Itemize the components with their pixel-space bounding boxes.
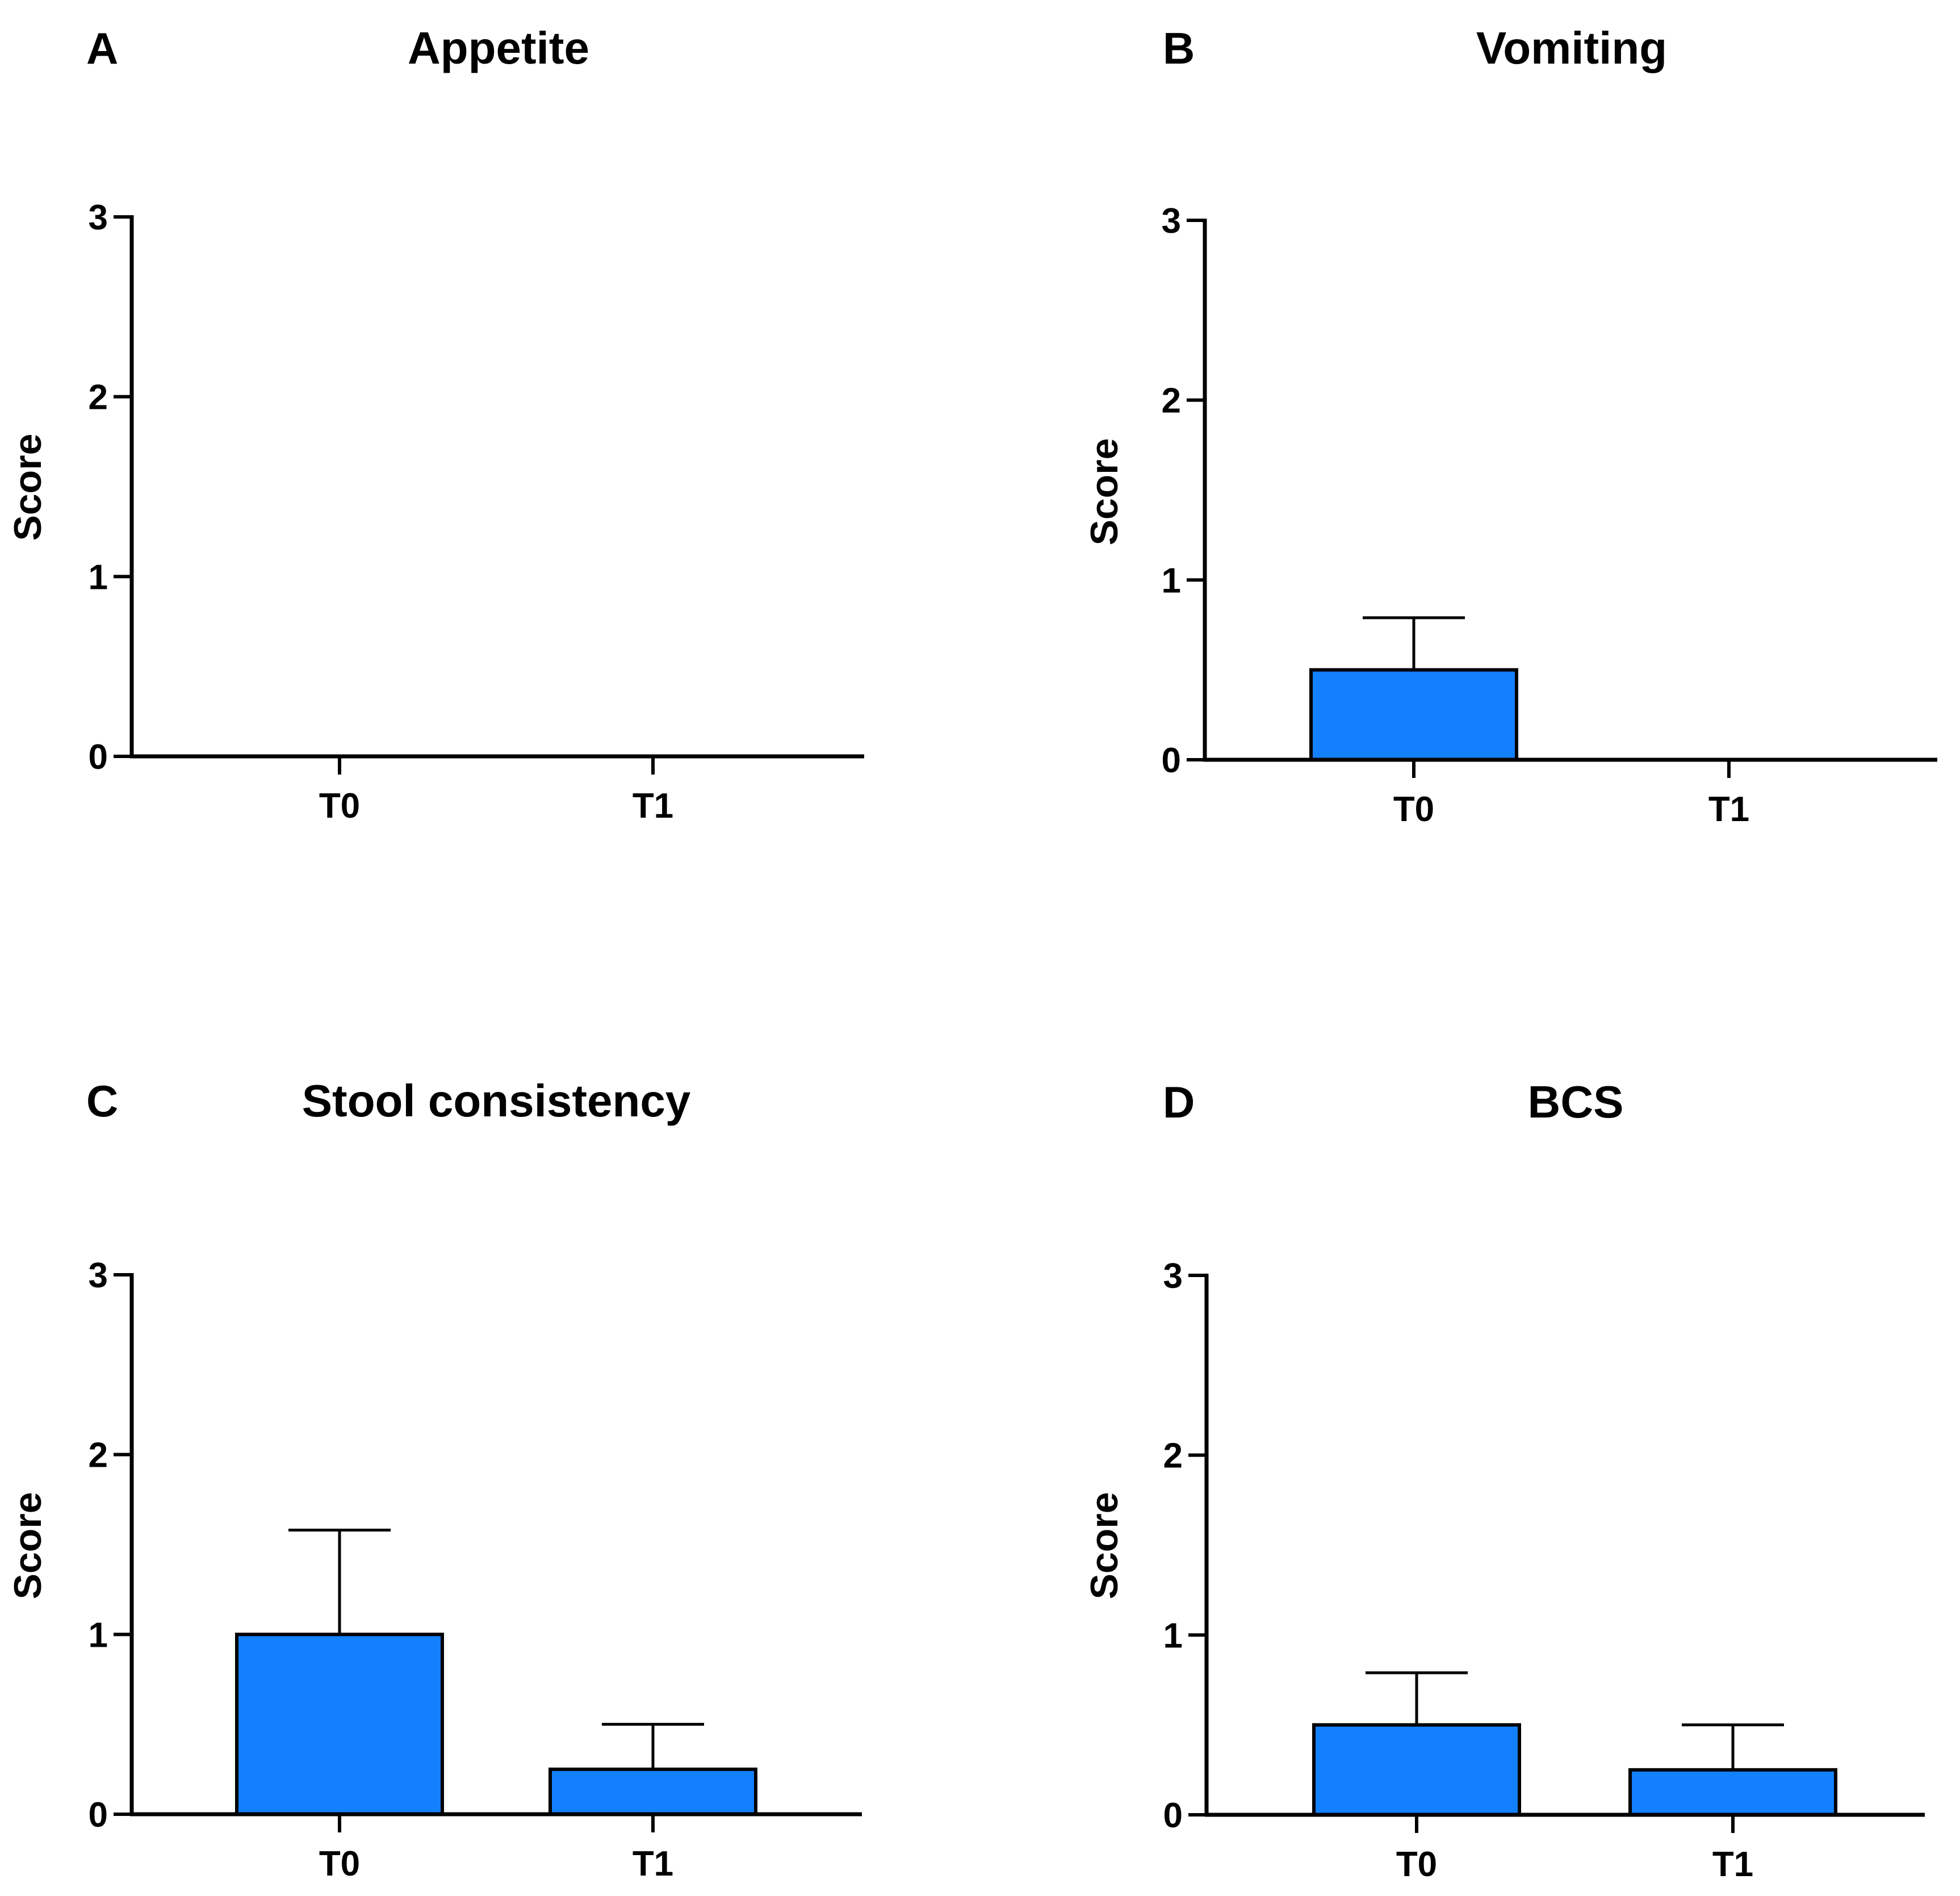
panel-letter: A xyxy=(86,23,118,73)
y-tick-label: 0 xyxy=(1163,1796,1183,1835)
x-tick-label-t1: T1 xyxy=(1712,1845,1753,1884)
y-tick-label: 3 xyxy=(1162,202,1181,241)
bar-t0 xyxy=(1309,668,1518,761)
y-tick-label: 1 xyxy=(1162,561,1181,600)
y-tick-label: 0 xyxy=(1162,741,1181,780)
x-tick-label-t0: T0 xyxy=(319,786,360,826)
panel-letter: D xyxy=(1163,1077,1195,1127)
panel-letter: B xyxy=(1163,23,1195,73)
y-tick-label: 2 xyxy=(89,378,108,417)
y-tick-label: 3 xyxy=(89,1256,108,1295)
x-tick-label-t1: T1 xyxy=(633,1844,673,1884)
bar-t1 xyxy=(548,1767,757,1816)
y-axis-title: Score xyxy=(1083,1492,1126,1600)
y-tick-label: 0 xyxy=(89,1795,108,1835)
panel-b: B Vomiting Score 0 1 2 3 T0 T1 xyxy=(1083,23,1937,829)
panel-letter: C xyxy=(86,1076,118,1126)
y-tick-label: 2 xyxy=(1163,1437,1183,1476)
y-axis-title: Score xyxy=(1083,438,1126,546)
y-tick-label: 1 xyxy=(89,558,108,597)
y-tick-label: 2 xyxy=(89,1436,108,1475)
panel-a: A Appetite Score 0 1 2 3 T0 T1 xyxy=(6,23,864,826)
x-tick-label-t0: T0 xyxy=(1393,790,1434,829)
y-tick-label: 2 xyxy=(1162,382,1181,421)
x-tick-label-t1: T1 xyxy=(1708,790,1749,829)
chart-title: BCS xyxy=(1528,1077,1624,1127)
chart-title: Appetite xyxy=(408,23,589,73)
x-tick-label-t0: T0 xyxy=(319,1844,360,1884)
bar-t0 xyxy=(235,1633,444,1816)
chart-title: Vomiting xyxy=(1476,23,1667,73)
panel-d: D BCS Score 0 1 2 3 T0 T1 xyxy=(1083,1077,1925,1884)
y-axis-title: Score xyxy=(6,434,49,541)
y-tick-label: 3 xyxy=(89,198,108,237)
bar-t1 xyxy=(1628,1768,1837,1817)
x-tick-label-t0: T0 xyxy=(1396,1845,1437,1884)
x-tick-label-t1: T1 xyxy=(633,786,673,826)
bar-t0 xyxy=(1312,1723,1521,1817)
panel-c: C Stool consistency Score 0 1 2 3 T0 T1 xyxy=(6,1075,862,1884)
y-tick-label: 0 xyxy=(89,738,108,777)
chart-title: Stool consistency xyxy=(302,1075,691,1126)
y-tick-label: 1 xyxy=(1163,1616,1183,1655)
y-axis-title: Score xyxy=(6,1492,49,1600)
y-tick-label: 3 xyxy=(1163,1257,1183,1296)
y-tick-label: 1 xyxy=(89,1615,108,1655)
